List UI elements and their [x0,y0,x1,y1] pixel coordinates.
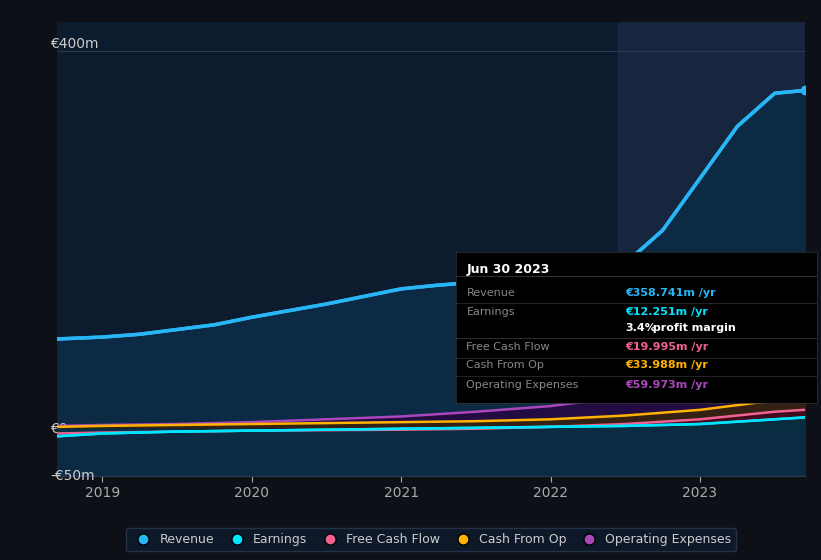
Bar [617,22,805,476]
Text: Revenue: Revenue [466,288,516,298]
Text: Cash From Op: Cash From Op [466,361,544,370]
Text: €19.995m /yr: €19.995m /yr [626,342,709,352]
Text: Jun 30 2023: Jun 30 2023 [466,263,550,276]
Legend: Revenue, Earnings, Free Cash Flow, Cash From Op, Operating Expenses: Revenue, Earnings, Free Cash Flow, Cash … [126,529,736,552]
Text: €12.251m /yr: €12.251m /yr [626,307,709,318]
Text: €358.741m /yr: €358.741m /yr [626,288,716,298]
Text: €400m: €400m [50,37,99,51]
Text: Free Cash Flow: Free Cash Flow [466,342,550,352]
Text: Operating Expenses: Operating Expenses [466,380,579,390]
Text: profit margin: profit margin [649,323,736,333]
Text: 3.4%: 3.4% [626,323,656,333]
Text: -€50m: -€50m [50,469,94,483]
Text: €33.988m /yr: €33.988m /yr [626,361,709,370]
Text: Earnings: Earnings [466,307,515,318]
Text: €0: €0 [50,422,67,436]
Text: €59.973m /yr: €59.973m /yr [626,380,709,390]
